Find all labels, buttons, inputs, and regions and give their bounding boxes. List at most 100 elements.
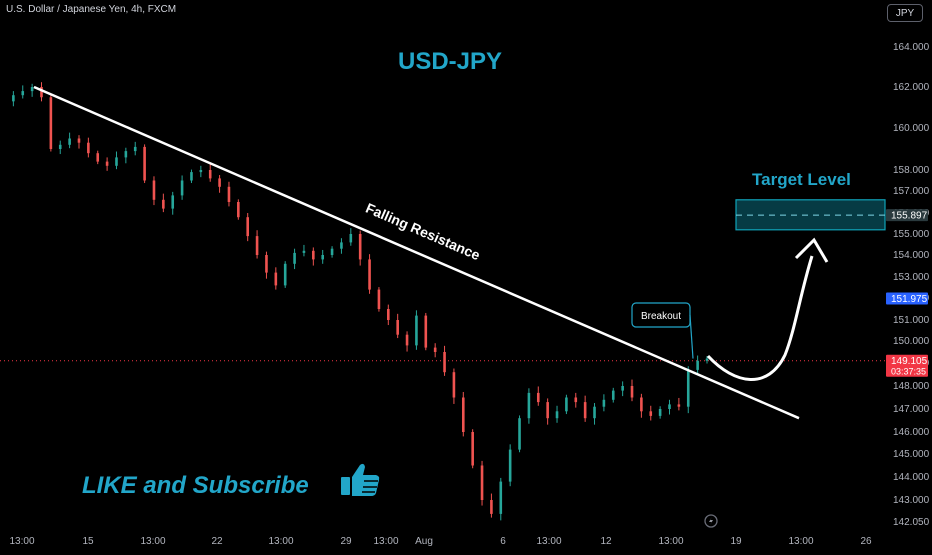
candle-body bbox=[443, 352, 446, 373]
candle-body bbox=[321, 255, 324, 260]
candle-body bbox=[696, 360, 699, 370]
price-tick-label: 160.000 bbox=[893, 123, 930, 134]
time-tick-label: 19 bbox=[730, 536, 742, 547]
lightning-icon-ring[interactable] bbox=[704, 514, 718, 528]
candle-body bbox=[677, 404, 681, 407]
price-tick-label: 143.000 bbox=[893, 495, 930, 506]
candle-body bbox=[143, 146, 146, 181]
candle-body bbox=[162, 199, 165, 209]
candle-body bbox=[199, 170, 203, 173]
candle-body bbox=[555, 411, 559, 419]
candle-body bbox=[293, 252, 296, 264]
candle-body bbox=[630, 386, 634, 398]
candle-body bbox=[105, 161, 109, 166]
time-tick-label: 26 bbox=[860, 536, 872, 547]
candle-body bbox=[508, 449, 512, 482]
time-tick-label: 13:00 bbox=[373, 536, 398, 547]
price-tick-label: 146.000 bbox=[893, 427, 930, 438]
time-tick-label: 13:00 bbox=[268, 536, 293, 547]
candle-body bbox=[377, 289, 381, 309]
candle-body bbox=[658, 409, 662, 416]
candle-body bbox=[283, 263, 287, 286]
candle-body bbox=[424, 315, 428, 348]
chart-overlays: Falling Resistance Breakout bbox=[33, 85, 886, 528]
price-tick-label: 154.000 bbox=[893, 250, 930, 261]
falling-resistance-label: Falling Resistance bbox=[363, 200, 482, 264]
symbol-title: U.S. Dollar / Japanese Yen, 4h, FXCM bbox=[6, 4, 177, 15]
price-tick-label: 157.000 bbox=[893, 186, 930, 197]
price-tick-label: 158.000 bbox=[893, 165, 930, 176]
price-tick-label: 147.000 bbox=[893, 404, 930, 415]
candle-body bbox=[452, 372, 456, 398]
candle-body bbox=[40, 87, 43, 98]
time-tick-label: 6 bbox=[500, 536, 506, 547]
thumbs-up-fingers bbox=[362, 480, 378, 493]
projection-arrow-path bbox=[706, 255, 814, 381]
candle-body bbox=[433, 347, 437, 352]
projection-arrow-head bbox=[794, 237, 829, 263]
candle-body bbox=[21, 91, 25, 96]
candle-body bbox=[518, 418, 521, 450]
price-tick-label: 150.000 bbox=[893, 336, 930, 347]
time-axis[interactable]: 13:00 15 13:00 22 13:00 29 13:00 Aug 6 13:00 12 13:… bbox=[9, 536, 872, 547]
marked-price-badge: 151.975 bbox=[886, 292, 928, 305]
candle-body bbox=[640, 397, 643, 412]
price-tick-label: 164.000 bbox=[893, 42, 930, 53]
price-tick-label: 145.000 bbox=[893, 449, 930, 460]
candle-body bbox=[12, 95, 15, 102]
breakout-callout-pointer bbox=[689, 314, 694, 359]
lightning-icon-bolt[interactable] bbox=[709, 517, 713, 525]
candle-body bbox=[546, 402, 549, 419]
falling-resistance-line bbox=[33, 85, 800, 420]
time-tick-label: 13:00 bbox=[658, 536, 683, 547]
candle-body bbox=[602, 399, 606, 407]
candle-body bbox=[152, 180, 156, 200]
candle-body bbox=[527, 392, 531, 419]
candle-body bbox=[115, 157, 118, 166]
candle-body bbox=[415, 315, 418, 346]
candle-body bbox=[461, 397, 465, 432]
currency-button[interactable]: JPY bbox=[887, 4, 923, 22]
candle-body bbox=[405, 334, 409, 346]
candle-body bbox=[302, 250, 306, 253]
candle-body bbox=[227, 186, 231, 202]
candle-body bbox=[705, 358, 709, 361]
marked-price-badge-bg bbox=[886, 292, 928, 305]
candle-body bbox=[77, 138, 81, 143]
candle-body bbox=[330, 248, 334, 255]
candlestick-series bbox=[12, 82, 709, 521]
candle-body bbox=[68, 138, 71, 145]
candle-body bbox=[190, 172, 193, 181]
candle-body bbox=[265, 255, 268, 273]
marked-price-badge-text: 151.975 bbox=[891, 294, 928, 305]
price-tick-label: 142.050 bbox=[893, 517, 930, 528]
candle-body bbox=[396, 320, 399, 335]
candle-body bbox=[368, 259, 371, 290]
candle-body bbox=[58, 144, 62, 149]
thumbs-up-hand bbox=[352, 463, 380, 496]
breakout-callout-text: Breakout bbox=[641, 311, 681, 322]
candle-body bbox=[171, 195, 175, 209]
candle-body bbox=[536, 392, 540, 403]
price-axis[interactable]: 164.000162.000160.000158.000157.000156.0… bbox=[886, 42, 930, 528]
price-tick-label: 162.000 bbox=[893, 82, 930, 93]
candle-body bbox=[387, 309, 390, 320]
candle-body bbox=[340, 242, 343, 249]
candle-body bbox=[490, 500, 493, 514]
candle-body bbox=[218, 178, 221, 187]
candle-body bbox=[180, 180, 184, 196]
time-tick-label: 13:00 bbox=[536, 536, 561, 547]
time-tick-label: 22 bbox=[211, 536, 223, 547]
target-price-badge: 155.897 bbox=[886, 209, 928, 222]
thumbs-up-icon bbox=[341, 463, 380, 496]
candle-body bbox=[30, 87, 34, 92]
lightning-icon[interactable] bbox=[704, 514, 718, 528]
last-price-badge-text: 149.105 bbox=[891, 356, 928, 367]
candle-body bbox=[87, 142, 90, 154]
candle-body bbox=[124, 151, 128, 158]
price-tick-label: 151.000 bbox=[893, 315, 930, 326]
time-tick-label: 13:00 bbox=[140, 536, 165, 547]
